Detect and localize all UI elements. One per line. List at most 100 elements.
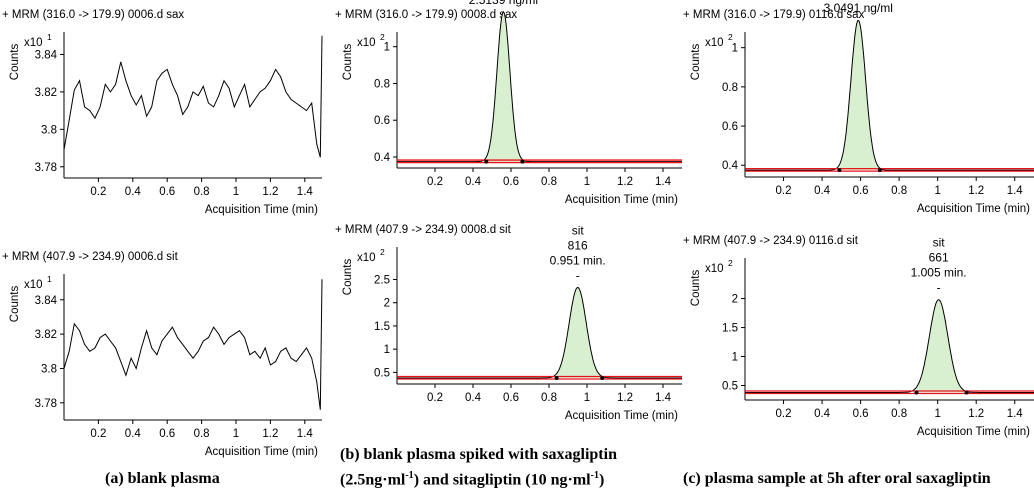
a-bottom-ytick-label: 3.78 — [35, 398, 57, 410]
b-bottom-ytick-label: 1 — [384, 344, 390, 356]
c-bottom-peak-area — [916, 299, 967, 393]
c-top-ytick-label: 1 — [732, 43, 738, 55]
a-top-yscale: x10 — [24, 37, 43, 49]
c-bottom-ytick-label: 1.5 — [722, 323, 738, 335]
c-top-yscale: x10 — [705, 37, 724, 49]
c-bottom-xtick-label: 1.4 — [1007, 408, 1024, 420]
caption-b-part3: ) — [598, 471, 605, 489]
c-top-xtick-label: 0.4 — [814, 185, 831, 197]
b-top-xtick-label: 0.4 — [465, 176, 482, 188]
b-top-xtick-label: 0.8 — [541, 176, 557, 188]
b-bottom-peak-label-0: sit — [572, 223, 585, 237]
caption-b-sup2: -1 — [590, 470, 599, 481]
b-top-xtick-label: 0.2 — [427, 176, 443, 188]
a-bottom-xtick-label: 1 — [233, 428, 239, 440]
a-top-xtick-label: 0.8 — [194, 186, 210, 198]
a-bottom-xtick-label: 1.2 — [262, 428, 278, 440]
b-bottom-ytick-label: 2.5 — [374, 275, 390, 287]
a-top-ytick-label: 3.82 — [35, 87, 57, 99]
c-bottom-ytick-label: 2 — [732, 294, 738, 306]
c-top-title: + MRM (316.0 -> 179.9) 0116.d sax — [683, 9, 865, 21]
b-bottom-yscale: x10 — [357, 252, 376, 264]
a-bottom-yscale-exp: 1 — [47, 274, 52, 284]
c-bottom-peak-label-1: 661 — [929, 251, 949, 265]
b-top-peak-area — [486, 11, 523, 162]
a-top-xtick-label: 1.4 — [297, 186, 314, 198]
c-bottom-peak-label-0: sit — [933, 236, 946, 250]
c-top-ytick-label: 0.4 — [722, 160, 739, 172]
b-top-title: + MRM (316.0 -> 179.9) 0008.d sax — [335, 9, 517, 21]
b-bottom-peak-label-1: 816 — [568, 238, 588, 252]
b-bottom-peak-label-2: 0.951 min. — [550, 253, 606, 267]
b-bottom-yscale-exp: 2 — [380, 247, 385, 257]
a-bottom-xtick-label: 1.4 — [297, 428, 314, 440]
a-top-yscale-exp: 1 — [47, 32, 52, 42]
a-top-xtick-label: 0.6 — [159, 186, 175, 198]
b-bottom-xlabel: Acquisition Time (min) — [565, 410, 678, 422]
a-bottom-xtick-label: 0.4 — [125, 428, 142, 440]
b-top-xtick-label: 1 — [584, 176, 590, 188]
a-top-xlabel: Acquisition Time (min) — [205, 204, 318, 216]
b-top-xtick-label: 0.6 — [503, 176, 519, 188]
c-bottom-xtick-label: 0.8 — [891, 408, 907, 420]
c-bottom-xtick-label: 1 — [934, 408, 940, 420]
b-top-xtick-label: 1.4 — [655, 176, 672, 188]
a-bottom-ylabel: Counts — [9, 286, 21, 323]
caption-c: (c) plasma sample at 5h after oral saxag… — [683, 470, 991, 487]
a-top-trace — [63, 35, 323, 158]
c-bottom-yscale-exp: 2 — [728, 258, 733, 268]
a-top-xtick-label: 0.4 — [125, 186, 142, 198]
c-top-ytick-label: 0.6 — [722, 121, 738, 133]
c-top-xtick-label: 0.2 — [776, 185, 792, 197]
c-top-xtick-label: 1.2 — [968, 185, 984, 197]
c-top-yscale-exp: 2 — [728, 32, 733, 42]
b-top-ytick-label: 0.6 — [374, 115, 390, 127]
c-bottom-xtick-label: 0.6 — [853, 408, 869, 420]
a-top-title: + MRM (316.0 -> 179.9) 0006.d sax — [2, 9, 184, 21]
c-bottom-peak-label-2: 1.005 min. — [911, 266, 967, 280]
a-bottom-xtick-label: 0.6 — [159, 428, 175, 440]
b-top-peak-label-3: 2.5139 ng/ml — [469, 0, 538, 7]
c-top-xtick-label: 1 — [934, 185, 940, 197]
b-bottom-peak-label-3: - — [576, 268, 580, 282]
caption-b-part2: ) and sitagliptin (10 ng·ml — [413, 471, 591, 489]
b-top-ytick-label: 1 — [384, 42, 390, 54]
a-top-ytick-label: 3.84 — [35, 49, 58, 61]
b-bottom-xtick-label: 0.6 — [503, 392, 519, 404]
c-top-xlabel: Acquisition Time (min) — [917, 203, 1030, 215]
b-top-trace — [397, 10, 682, 163]
b-top-yscale-exp: 2 — [380, 32, 385, 42]
b-top-peak-end-marker — [520, 159, 525, 164]
c-top-peak-area — [839, 20, 880, 171]
a-top-ytick-label: 3.78 — [35, 162, 57, 174]
c-top-ytick-label: 0.8 — [722, 82, 738, 94]
b-bottom-ytick-label: 0.5 — [374, 367, 390, 379]
b-bottom-xtick-label: 0.2 — [427, 392, 443, 404]
c-bottom-xtick-label: 0.2 — [776, 408, 792, 420]
caption-b-line1: (b) blank plasma spiked with saxagliptin — [340, 446, 617, 463]
a-bottom-yscale: x10 — [24, 279, 43, 291]
b-bottom-xtick-label: 1.2 — [617, 392, 633, 404]
c-bottom-xtick-label: 0.4 — [814, 408, 831, 420]
a-bottom-xtick-label: 0.8 — [194, 428, 210, 440]
a-bottom-xlabel: Acquisition Time (min) — [205, 446, 318, 458]
c-top-xtick-label: 1.4 — [1007, 185, 1024, 197]
c-top-peak-end-marker — [877, 168, 882, 173]
b-bottom-xtick-label: 0.8 — [541, 392, 557, 404]
a-bottom-xtick-label: 0.2 — [90, 428, 106, 440]
b-bottom-ytick-label: 2 — [384, 298, 390, 310]
c-top-peak-start-marker — [837, 168, 842, 173]
b-bottom-peak-start-marker — [554, 375, 559, 380]
b-top-yscale: x10 — [357, 37, 376, 49]
b-bottom-xtick-label: 1 — [584, 392, 590, 404]
a-top-ytick-label: 3.8 — [41, 124, 57, 136]
c-top-xtick-label: 0.6 — [853, 185, 869, 197]
b-top-ytick-label: 0.4 — [374, 152, 391, 164]
a-bottom-title: + MRM (407.9 -> 234.9) 0006.d sit — [2, 251, 179, 263]
b-top-ytick-label: 0.8 — [374, 78, 390, 90]
caption-b-part1: (2.5ng·ml — [340, 471, 406, 489]
b-top-ylabel: Counts — [342, 44, 354, 81]
a-bottom-ytick-label: 3.84 — [35, 295, 58, 307]
c-top-trace — [745, 19, 1034, 171]
a-bottom-ytick-label: 3.8 — [41, 363, 57, 375]
